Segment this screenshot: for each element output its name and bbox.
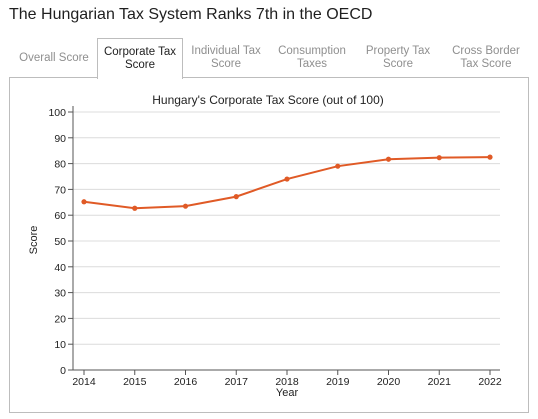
data-point[interactable] xyxy=(284,176,290,182)
x-tick-label: 2018 xyxy=(275,376,299,388)
y-tick-label: 80 xyxy=(54,159,66,171)
y-tick-label: 90 xyxy=(54,133,66,145)
x-tick-label: 2021 xyxy=(428,376,452,388)
y-tick-label: 70 xyxy=(54,184,66,196)
x-tick-label: 2014 xyxy=(72,376,96,388)
page-title: The Hungarian Tax System Ranks 7th in th… xyxy=(9,6,373,23)
y-tick-label: 0 xyxy=(60,365,66,377)
data-point[interactable] xyxy=(182,203,189,209)
data-point[interactable] xyxy=(487,154,493,160)
tab-overall-score[interactable]: Overall Score xyxy=(19,51,89,64)
x-tick-label: 2017 xyxy=(225,376,249,388)
y-tick-label: 60 xyxy=(54,210,66,222)
y-axis-label: Score xyxy=(28,226,40,255)
chart-title: Hungary's Corporate Tax Score (out of 10… xyxy=(152,93,384,107)
y-tick-label: 50 xyxy=(54,236,66,248)
gridlines xyxy=(73,111,500,345)
tab-individual-tax-score[interactable]: Individual Tax Score xyxy=(191,45,261,70)
y-tick-label: 100 xyxy=(48,107,66,119)
data-point[interactable] xyxy=(233,194,239,200)
line-chart: Hungary's Corporate Tax Score (out of 10… xyxy=(28,93,502,399)
chart-panel: Hungary's Corporate Tax Score (out of 10… xyxy=(9,77,529,413)
tab-cross-border-tax-score[interactable]: Cross Border Tax Score xyxy=(452,45,520,70)
y-tick-label: 40 xyxy=(54,262,66,274)
data-point[interactable] xyxy=(335,163,341,169)
x-tick-label: 2015 xyxy=(123,376,147,388)
y-tick-label: 10 xyxy=(54,339,66,351)
tab-consumption-taxes[interactable]: Consumption Taxes xyxy=(278,45,346,70)
data-point[interactable] xyxy=(385,156,392,162)
axes: 0 10 20 30 40 50 60 70 80 90 100 2014 2015 2016 2017 20… xyxy=(48,106,502,388)
x-tick-label: 2022 xyxy=(478,376,502,388)
x-tick-label: 2019 xyxy=(326,376,350,388)
data-point[interactable] xyxy=(436,155,442,161)
tab-corporate-tax-score[interactable]: Corporate Tax Score xyxy=(97,38,183,79)
tab-bar: Overall Score Corporate Tax Score Indivi… xyxy=(11,38,531,79)
x-axis-label: Year xyxy=(276,387,299,399)
series-line xyxy=(83,156,491,210)
data-point[interactable] xyxy=(132,205,138,211)
x-tick-label: 2020 xyxy=(377,376,401,388)
y-tick-label: 20 xyxy=(54,313,66,325)
x-tick-label: 2016 xyxy=(174,376,198,388)
tab-property-tax-score[interactable]: Property Tax Score xyxy=(365,45,431,70)
y-tick-label: 30 xyxy=(54,288,66,300)
series-layer xyxy=(81,154,493,211)
data-point[interactable] xyxy=(81,199,87,205)
